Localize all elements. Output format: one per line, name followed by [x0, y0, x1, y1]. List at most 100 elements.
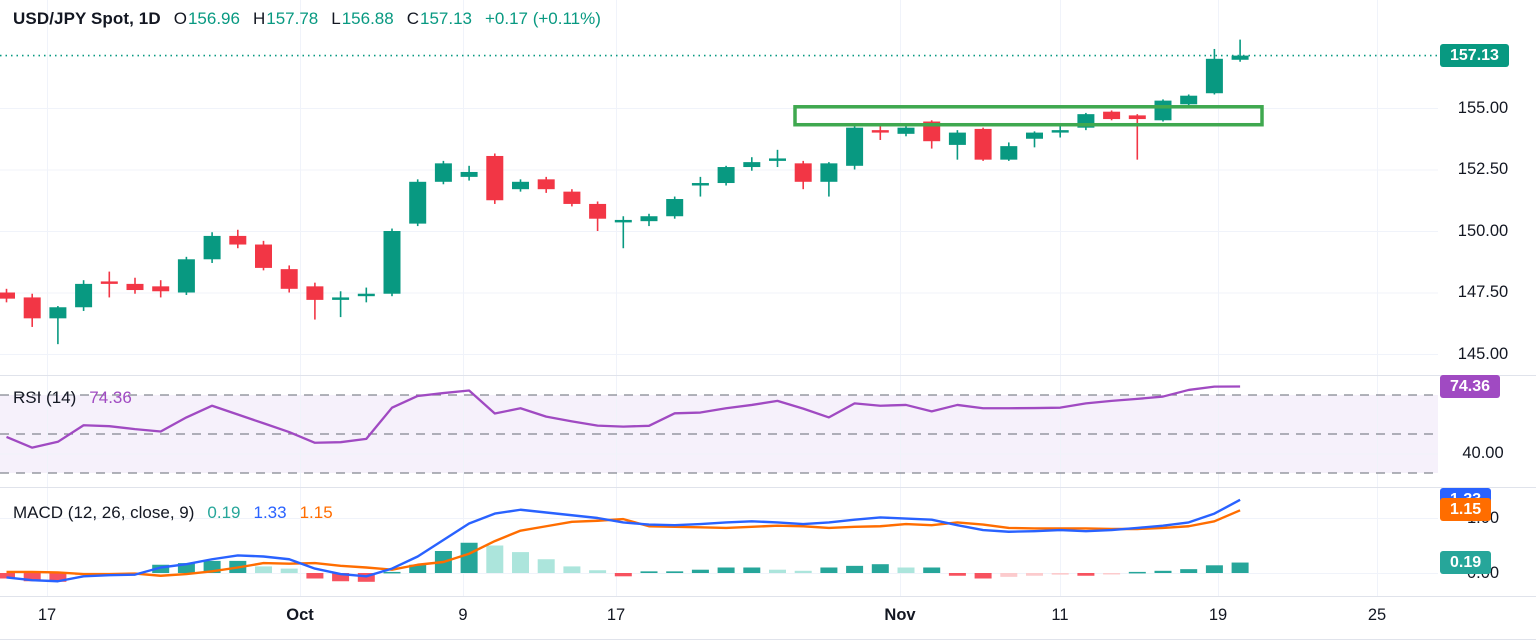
macd-histogram-bar[interactable] [1103, 573, 1121, 575]
macd-histogram-bar[interactable] [871, 564, 889, 573]
macd-histogram-bar[interactable] [923, 567, 941, 574]
candle-up[interactable] [614, 219, 632, 223]
macd-histogram-bar[interactable] [1154, 570, 1172, 573]
candle-up[interactable] [177, 259, 195, 293]
candle-up[interactable] [1154, 100, 1172, 121]
macd-histogram-bar[interactable] [1077, 573, 1095, 576]
candle-down[interactable] [537, 179, 555, 190]
candle-up[interactable] [820, 163, 838, 182]
macd-title[interactable]: MACD (12, 26, close, 9) [13, 503, 195, 522]
candle-up[interactable] [717, 167, 735, 184]
macd-histogram-bar[interactable] [666, 571, 684, 573]
candle-up[interactable] [75, 283, 93, 308]
candle-up[interactable] [203, 235, 221, 260]
candle-up[interactable] [948, 132, 966, 145]
axis-tick-label: 155.00 [1457, 98, 1509, 117]
macd-histogram-bar[interactable] [614, 573, 632, 577]
macd-histogram-bar[interactable] [486, 545, 504, 574]
candle-down[interactable] [100, 281, 118, 284]
candle-down[interactable] [1103, 111, 1121, 120]
candle-up[interactable] [640, 216, 658, 222]
rsi-line[interactable] [6, 385, 1241, 449]
macd-histogram-bar[interactable] [1205, 565, 1223, 573]
candle-down[interactable] [1128, 115, 1146, 120]
candle-down[interactable] [280, 269, 298, 289]
macd-histogram-bar[interactable] [691, 569, 709, 573]
candle-up[interactable] [383, 231, 401, 294]
rsi-title[interactable]: RSI (14) [13, 388, 77, 407]
macd-histogram-bar[interactable] [152, 564, 170, 573]
candle-up[interactable] [1231, 55, 1249, 60]
rectangle-drawing[interactable] [793, 105, 1264, 127]
macd-histogram-bar[interactable] [255, 566, 272, 573]
candle-up[interactable] [1026, 132, 1043, 139]
macd-histogram-bar[interactable] [769, 569, 786, 573]
macd-histogram-bar[interactable] [743, 567, 761, 574]
candle-up[interactable] [1000, 146, 1018, 160]
macd-histogram-bar[interactable] [640, 571, 658, 573]
candle-down[interactable] [126, 283, 144, 291]
candle-down[interactable] [589, 203, 607, 219]
candle-up[interactable] [49, 307, 67, 319]
candle-down[interactable] [229, 235, 247, 245]
macd-histogram-bar[interactable] [717, 567, 735, 574]
macd-histogram-bar[interactable] [563, 566, 581, 573]
candle-down[interactable] [23, 297, 41, 319]
time-axis[interactable]: 17 Oct 9 17 Nov 11 19 25 [0, 597, 1536, 641]
macd-histogram-bar[interactable] [1026, 573, 1043, 576]
macd-histogram-bar[interactable] [332, 573, 350, 582]
candle-down[interactable] [152, 286, 170, 292]
macd-histogram-bar[interactable] [974, 573, 992, 579]
candle-up[interactable] [897, 127, 915, 134]
candle-up[interactable] [332, 297, 350, 300]
candle-down[interactable] [974, 128, 992, 160]
macd-histogram-bar[interactable] [589, 570, 607, 573]
candle-up[interactable] [1051, 130, 1069, 133]
macd-histogram-bar[interactable] [177, 563, 195, 573]
macd-histogram-bar[interactable] [948, 573, 966, 576]
macd-histogram-bar[interactable] [23, 573, 41, 582]
macd-histogram-bar[interactable] [1231, 562, 1249, 573]
candle-up[interactable] [434, 163, 452, 182]
macd-histogram-bar[interactable] [846, 565, 864, 573]
macd-histogram-bar[interactable] [512, 552, 529, 573]
macd-histogram-bar[interactable] [306, 573, 324, 579]
candle-down[interactable] [871, 130, 889, 133]
macd-histogram-bar[interactable] [1000, 573, 1018, 577]
price-axis[interactable]: 155.00152.50150.00147.50145.0040.001.000… [1438, 0, 1536, 641]
candle-up[interactable] [512, 181, 529, 190]
candle-up[interactable] [1180, 95, 1198, 105]
candle-up[interactable] [769, 158, 786, 161]
candle-up[interactable] [357, 293, 375, 297]
macd-histogram-bar[interactable] [409, 564, 427, 573]
macd-histogram-bar[interactable] [897, 567, 915, 574]
candle-up[interactable] [846, 127, 864, 166]
macd-histogram-bar[interactable] [794, 570, 812, 573]
macd-histogram-bar[interactable] [460, 542, 478, 573]
macd-histogram-bar[interactable] [820, 567, 838, 574]
candle-down[interactable] [255, 244, 272, 268]
candle-up[interactable] [691, 183, 709, 186]
candle-up[interactable] [666, 199, 684, 217]
candle-up[interactable] [409, 181, 427, 224]
candle-up[interactable] [1205, 58, 1223, 94]
macd-histogram-bar[interactable] [0, 573, 15, 579]
macd-histogram-bar[interactable] [280, 568, 298, 573]
macd-histogram-bar[interactable] [383, 571, 401, 574]
candle-down[interactable] [306, 286, 324, 300]
candle-down[interactable] [0, 292, 15, 299]
candle-down[interactable] [794, 163, 812, 182]
candle-up[interactable] [460, 171, 478, 177]
macd-histogram-bar[interactable] [537, 559, 555, 573]
candle-up[interactable] [743, 162, 761, 168]
macd-histogram-bar[interactable] [49, 573, 67, 582]
candle-down[interactable] [486, 155, 504, 201]
macd-line[interactable] [6, 498, 1241, 583]
symbol-title[interactable]: USD/JPY Spot, 1D [13, 9, 161, 28]
macd-histogram-bar[interactable] [1180, 569, 1198, 573]
macd-signal-line[interactable] [6, 509, 1241, 577]
macd-histogram-bar[interactable] [1128, 571, 1146, 574]
candle-down[interactable] [563, 191, 581, 204]
macd-histogram-bar[interactable] [1051, 573, 1069, 575]
